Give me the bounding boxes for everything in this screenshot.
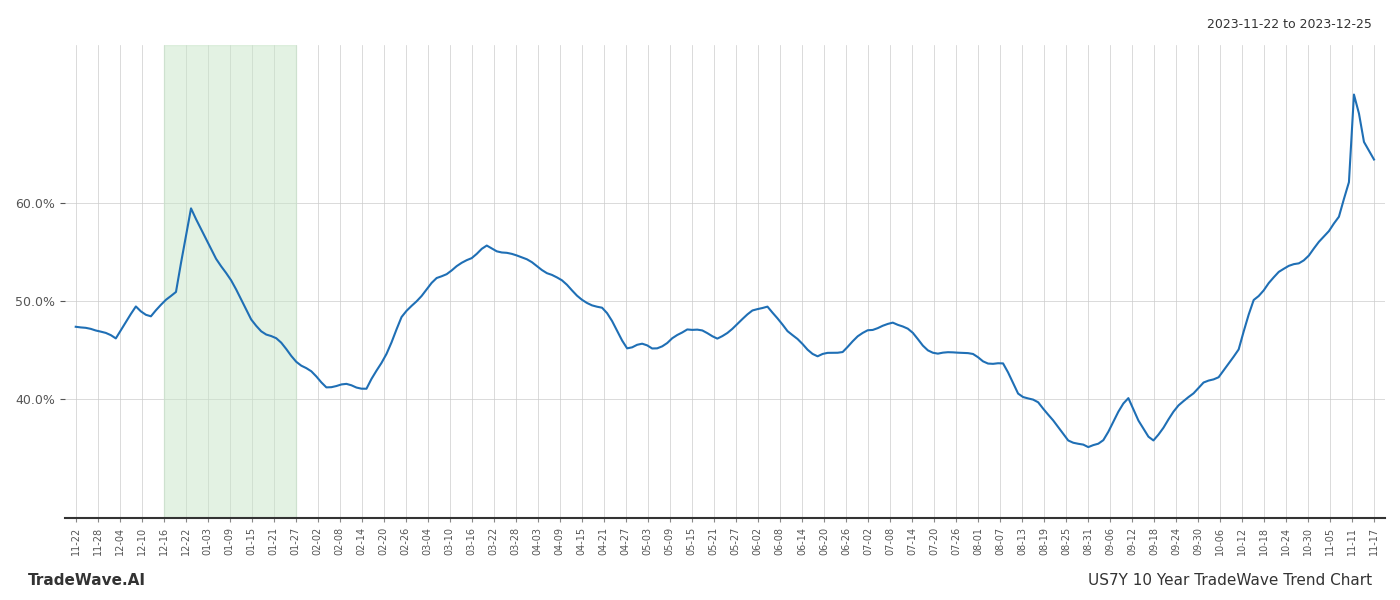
Bar (164, 45, 295, 518)
Text: US7Y 10 Year TradeWave Trend Chart: US7Y 10 Year TradeWave Trend Chart (1088, 573, 1372, 588)
Text: TradeWave.AI: TradeWave.AI (28, 573, 146, 588)
Text: 2023-11-22 to 2023-12-25: 2023-11-22 to 2023-12-25 (1207, 18, 1372, 31)
